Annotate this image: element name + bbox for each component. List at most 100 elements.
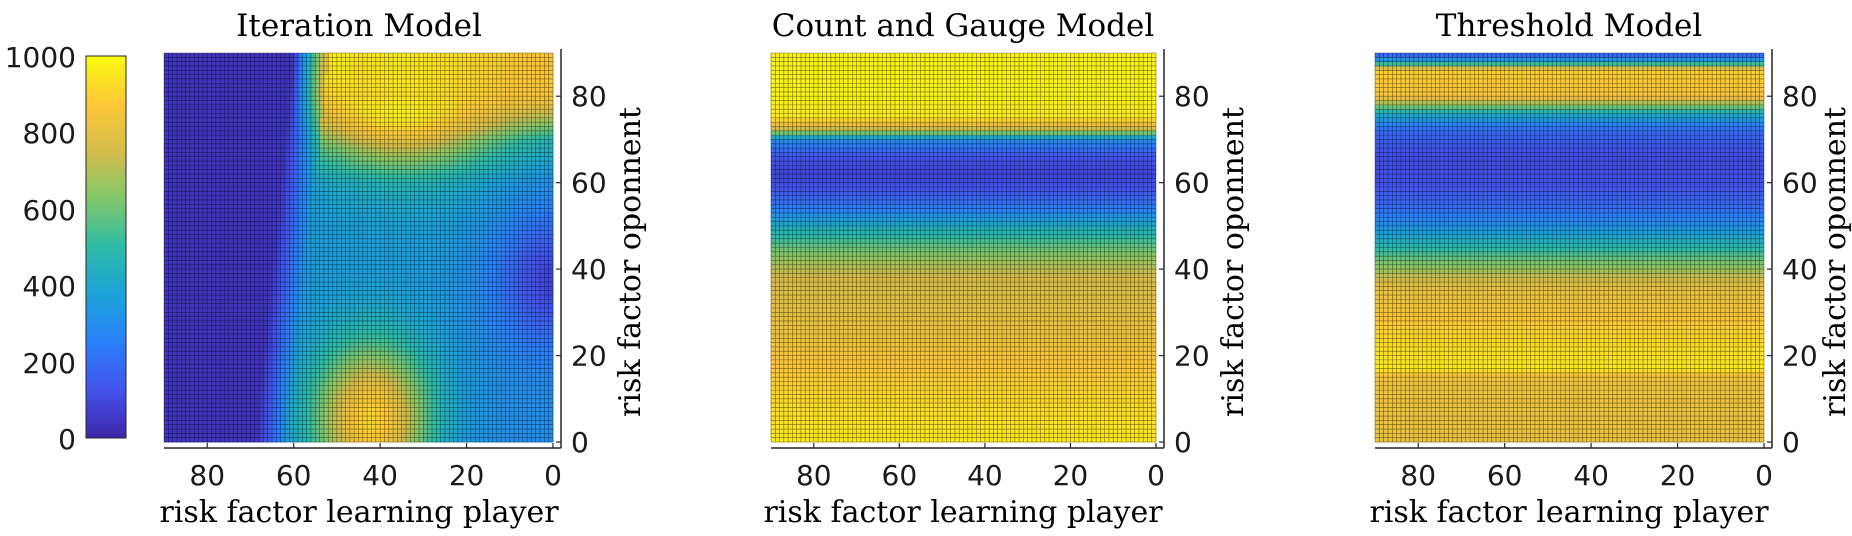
heatmap-cell xyxy=(358,100,364,106)
heatmap-cell xyxy=(306,199,312,205)
heatmap-cell xyxy=(280,186,286,192)
heatmap-cell xyxy=(272,420,277,426)
heatmap-cell xyxy=(237,126,243,132)
heatmap-cell xyxy=(384,212,390,218)
heatmap-cell xyxy=(354,126,359,132)
heatmap-cell xyxy=(345,411,351,417)
heatmap-cell xyxy=(285,381,290,387)
heatmap-cell xyxy=(388,87,394,93)
heatmap-cell xyxy=(233,329,238,335)
heatmap-cell xyxy=(259,221,264,227)
heatmap-cell xyxy=(168,320,174,326)
heatmap-cell xyxy=(280,420,286,426)
heatmap-cell xyxy=(267,299,273,305)
heatmap-cell xyxy=(207,355,212,361)
heatmap-cell xyxy=(285,174,290,179)
heatmap-cell xyxy=(323,74,329,80)
heatmap-cell xyxy=(211,295,217,300)
heatmap-cell xyxy=(354,269,359,274)
heatmap-cell xyxy=(384,178,390,184)
heatmap-cell xyxy=(168,377,174,382)
heatmap-cell xyxy=(224,269,230,274)
heatmap-cell xyxy=(362,333,368,339)
heatmap-cell xyxy=(246,316,251,322)
heatmap-cell xyxy=(384,333,390,339)
heatmap-cell xyxy=(302,195,308,201)
heatmap-cell xyxy=(388,372,394,378)
heatmap-cell xyxy=(371,424,377,430)
heatmap-cell xyxy=(254,148,260,153)
heatmap-cell xyxy=(384,238,390,244)
heatmap-cell xyxy=(224,338,230,343)
heatmap-cell xyxy=(401,424,407,430)
heatmap-cell xyxy=(289,156,295,162)
heatmap-cell xyxy=(250,230,256,235)
heatmap-cell xyxy=(168,390,174,395)
heatmap-cell xyxy=(362,398,368,404)
heatmap-cell xyxy=(341,333,346,339)
heatmap-cell xyxy=(349,96,355,101)
heatmap-cell xyxy=(345,161,351,166)
heatmap-cell xyxy=(349,342,355,348)
heatmap-cell xyxy=(388,320,394,326)
heatmap-cell xyxy=(349,368,355,374)
heatmap-cell xyxy=(202,156,208,162)
heatmap-cell xyxy=(393,342,398,348)
heatmap-cell xyxy=(185,282,191,287)
heatmap-cell xyxy=(310,161,316,166)
heatmap-cell xyxy=(354,83,359,88)
heatmap-cell xyxy=(323,381,329,387)
heatmap-cell xyxy=(297,346,303,352)
heatmap-cell xyxy=(181,368,187,374)
heatmap-cell xyxy=(164,381,169,387)
heatmap-cell xyxy=(336,156,342,162)
heatmap-cell xyxy=(263,260,269,266)
heatmap-cell xyxy=(345,139,351,145)
heatmap-cell xyxy=(168,290,174,296)
heatmap-cell xyxy=(181,122,187,127)
heatmap-cell xyxy=(202,290,208,296)
heatmap-cell xyxy=(306,377,312,382)
heatmap-cell xyxy=(280,372,286,378)
heatmap-cell xyxy=(397,364,403,369)
heatmap-cell xyxy=(297,364,303,369)
heatmap-cell xyxy=(185,182,191,188)
heatmap-cell xyxy=(228,329,234,335)
heatmap-cell xyxy=(328,204,333,209)
heatmap-cell xyxy=(323,186,329,192)
heatmap-cell xyxy=(362,143,368,149)
heatmap-cell xyxy=(202,238,208,244)
heatmap-cell xyxy=(319,117,325,123)
heatmap-cell xyxy=(276,394,282,400)
heatmap-cell xyxy=(250,290,256,296)
heatmap-cell xyxy=(202,372,208,378)
heatmap-cell xyxy=(250,143,256,149)
heatmap-cell xyxy=(211,312,217,318)
heatmap-cell xyxy=(276,174,282,179)
heatmap-cell xyxy=(354,429,359,434)
heatmap-cell xyxy=(185,355,191,361)
heatmap-cell xyxy=(310,217,316,222)
heatmap-cell xyxy=(181,247,187,253)
heatmap-cell xyxy=(328,437,333,443)
heatmap-cell xyxy=(401,338,407,343)
heatmap-cell xyxy=(189,87,195,93)
heatmap-cell xyxy=(259,126,264,132)
heatmap-cell xyxy=(198,65,204,71)
heatmap-cell xyxy=(349,420,355,426)
heatmap-cell xyxy=(358,394,364,400)
heatmap-cell xyxy=(393,398,398,404)
heatmap-cell xyxy=(280,299,286,305)
heatmap-cell xyxy=(272,260,277,266)
heatmap-cell xyxy=(319,143,325,149)
heatmap-cell xyxy=(345,165,351,171)
heatmap-cell xyxy=(194,225,199,231)
heatmap-cell xyxy=(172,53,178,58)
heatmap-cell xyxy=(164,411,169,417)
heatmap-cell xyxy=(233,178,238,184)
heatmap-cell xyxy=(220,230,225,235)
heatmap-cell xyxy=(181,217,187,222)
heatmap-cell xyxy=(172,191,178,197)
heatmap-cell xyxy=(202,329,208,335)
heatmap-cell xyxy=(228,333,234,339)
